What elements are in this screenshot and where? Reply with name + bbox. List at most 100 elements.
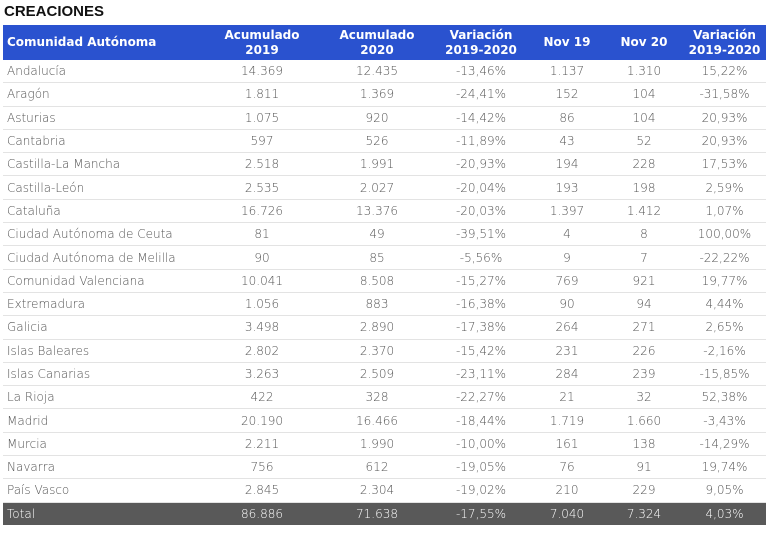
table-cell: 14.369 [203,60,321,84]
table-cell: 2.211 [203,432,321,457]
table-cell: 1.990 [321,432,433,457]
table-cell: Extremadura [3,292,203,317]
table-cell: 2,65% [683,315,766,340]
table-row: Asturias 1.075 920 -14,42% 86 104 20,93% [3,106,766,130]
table-row: Ciudad Autónoma de Melilla 90 85 -5,56% 9 7 -2… [3,245,766,270]
table-cell: 231 [529,339,605,363]
table-cell: Ciudad Autónoma de Melilla [3,245,203,270]
table-cell: Aragón [3,82,203,107]
column-header: Variación 2019-2020 [683,25,766,60]
table-cell: 194 [529,152,605,177]
total-cell: -17,55% [433,502,529,525]
table-row: Andalucía 14.369 12.435 -13,46% 1.137 1.310 15… [3,60,766,84]
table-cell: 3.263 [203,362,321,387]
table-cell: 228 [605,152,683,177]
table-cell: 49 [321,222,433,247]
table-cell: -22,27% [433,385,529,410]
total-cell: 7.040 [529,502,605,525]
table-cell: 1.811 [203,82,321,107]
table-cell: -15,85% [683,362,766,387]
table-cell: 2.370 [321,339,433,363]
table-cell: 239 [605,362,683,387]
table-cell: 284 [529,362,605,387]
table-cell: 43 [529,129,605,154]
table-cell: -19,05% [433,455,529,480]
table-cell: -39,51% [433,222,529,247]
table-cell: -31,58% [683,82,766,107]
table-row: Islas Canarias 3.263 2.509 -23,11% 284 239 -15… [3,362,766,387]
table-cell: -18,44% [433,408,529,433]
table-cell: -24,41% [433,82,529,107]
table-cell: -13,46% [433,60,529,84]
table-cell: 2.890 [321,315,433,340]
total-cell: 71.638 [321,502,433,525]
table-cell: -22,22% [683,245,766,270]
table-cell: Madrid [3,408,203,433]
table-cell: 271 [605,315,683,340]
table-cell: Castilla-León [3,175,203,200]
table-cell: 226 [605,339,683,363]
table-row: Ciudad Autónoma de Ceuta 81 49 -39,51% 4 8 100… [3,222,766,247]
table-cell: Ciudad Autónoma de Ceuta [3,222,203,247]
table-cell: Murcia [3,432,203,457]
table-cell: 90 [203,245,321,270]
table-cell: 193 [529,175,605,200]
table-cell: 161 [529,432,605,457]
total-cell: Total [3,502,203,525]
column-header: Variación 2019-2020 [433,25,529,60]
table-cell: 2,59% [683,175,766,200]
table-cell: 921 [605,269,683,293]
total-cell: 86.886 [203,502,321,525]
table-cell: 8 [605,222,683,247]
table-cell: 85 [321,245,433,270]
table-row: Murcia 2.211 1.990 -10,00% 161 138 -14,29% [3,432,766,457]
column-header: Acumulado 2019 [203,25,321,60]
table-cell: Castilla-La Mancha [3,152,203,177]
table-row: Castilla-La Mancha 2.518 1.991 -20,93% 194 22… [3,152,766,177]
table-cell: Islas Baleares [3,339,203,363]
table-cell: 920 [321,106,433,130]
table-cell: 2.845 [203,478,321,503]
table-cell: 264 [529,315,605,340]
table-row: Comunidad Valenciana 10.041 8.508 -15,27% 76… [3,269,766,293]
table-cell: 1.369 [321,82,433,107]
table-cell: 1.719 [529,408,605,433]
table-cell: 9 [529,245,605,270]
table-cell: -19,02% [433,478,529,503]
table-cell: País Vasco [3,478,203,503]
table-cell: -15,27% [433,269,529,293]
table-cell: -3,43% [683,408,766,433]
table-cell: 4 [529,222,605,247]
table-cell: Asturias [3,106,203,130]
total-cell: 7.324 [605,502,683,525]
table-cell: -14,42% [433,106,529,130]
table-cell: 1.660 [605,408,683,433]
table-cell: Cataluña [3,199,203,224]
table-cell: 94 [605,292,683,317]
table-row: Cataluña 16.726 13.376 -20,03% 1.397 1.412 1,0… [3,199,766,224]
table-cell: 16.726 [203,199,321,224]
table-cell: 20,93% [683,129,766,154]
table-cell: 3.498 [203,315,321,340]
table-cell: 4,44% [683,292,766,317]
table-row: La Rioja 422 328 -22,27% 21 32 52,38% [3,385,766,410]
column-header: Nov 19 [529,25,605,60]
table-cell: 8.508 [321,269,433,293]
table-cell: Islas Canarias [3,362,203,387]
table-cell: 883 [321,292,433,317]
table-cell: Galicia [3,315,203,340]
table-cell: 152 [529,82,605,107]
table-cell: -17,38% [433,315,529,340]
table-cell: -2,16% [683,339,766,363]
table-cell: 86 [529,106,605,130]
table-cell: 15,22% [683,60,766,84]
total-cell: 4,03% [683,502,766,525]
table-cell: 2.509 [321,362,433,387]
table-cell: 229 [605,478,683,503]
table-cell: 20,93% [683,106,766,130]
table-row: Castilla-León 2.535 2.027 -20,04% 193 198 2,59… [3,175,766,200]
table-cell: 104 [605,82,683,107]
table-cell: -14,29% [683,432,766,457]
table-cell: 52 [605,129,683,154]
